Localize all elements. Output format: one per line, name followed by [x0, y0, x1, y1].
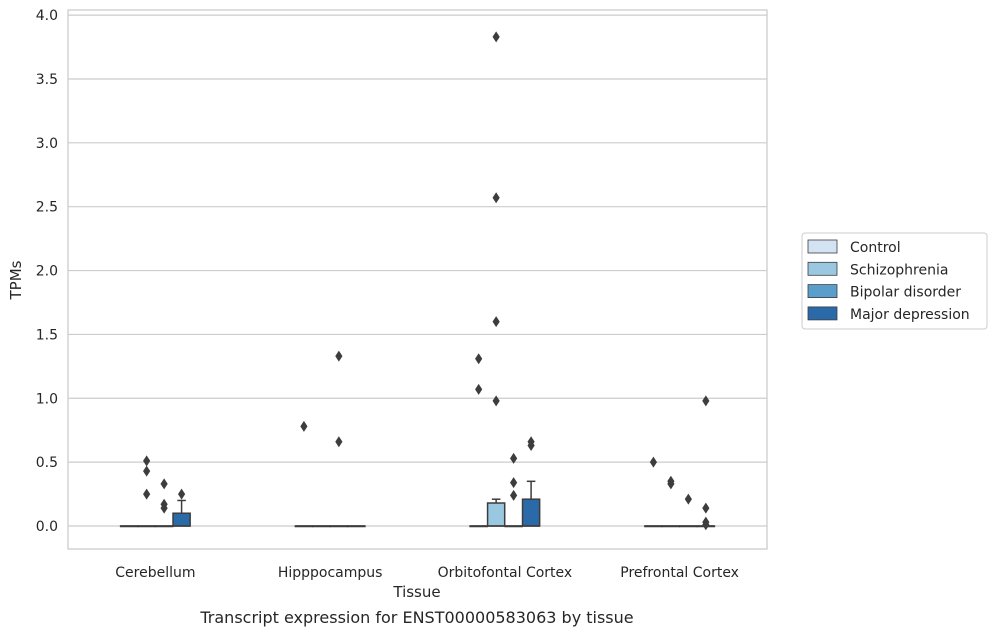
y-tick-label: 1.0 — [36, 391, 58, 407]
box-schizophrenia — [486, 31, 506, 527]
outlier-point — [492, 31, 500, 43]
box-bipolar-disorder — [329, 350, 349, 528]
boxes — [119, 31, 716, 531]
outlier-point — [492, 192, 500, 204]
y-tick-label: 3.0 — [36, 136, 58, 152]
outlier-point — [143, 455, 151, 467]
y-tick-label: 0.0 — [36, 519, 58, 535]
chart-caption: Transcript expression for ENST0000058306… — [199, 608, 633, 627]
x-tick-label: Orbitofontal Cortex — [438, 565, 573, 581]
outlier-point — [335, 436, 343, 448]
legend-swatch — [807, 306, 838, 321]
x-axis-title: Tissue — [392, 583, 440, 601]
legend-frame — [801, 232, 988, 330]
outlier-point — [702, 519, 710, 531]
box-control — [119, 525, 139, 528]
outlier-point — [160, 478, 168, 490]
box-body — [172, 512, 191, 527]
box-major-depression — [172, 488, 191, 527]
outlier-point — [510, 489, 518, 501]
outlier-point — [492, 316, 500, 328]
y-tick-label: 0.5 — [36, 455, 58, 471]
plot-background — [68, 10, 767, 549]
legend-swatch — [807, 261, 838, 276]
y-tick-label: 2.5 — [36, 200, 58, 216]
plot-frame — [67, 9, 768, 550]
box-major-depression — [521, 436, 541, 527]
legend-swatch — [807, 239, 838, 254]
x-tick-label: Prefrontal Cortex — [620, 565, 739, 581]
y-tick-labels: 0.0 0.5 1.0 1.5 2.0 2.5 3.0 3.5 4.0 — [36, 8, 58, 535]
outlier-point — [702, 395, 710, 407]
y-tick-label: 4.0 — [36, 8, 58, 24]
outlier-point — [492, 395, 500, 407]
outlier-point — [510, 452, 518, 464]
outlier-point — [475, 353, 483, 365]
outlier-point — [160, 502, 168, 514]
x-tick-labels: Cerebellum Hipppocampus Orbitofontal Corte… — [115, 565, 739, 581]
outlier-point — [475, 383, 483, 395]
legend-label: Major depression — [850, 307, 970, 323]
box-body — [521, 498, 541, 527]
legend: Control Schizophrenia Bipolar disorder Majo… — [801, 232, 988, 330]
outlier-point — [684, 493, 692, 505]
outlier-point — [527, 440, 535, 452]
legend-label: Schizophrenia — [850, 262, 948, 278]
outlier-point — [335, 350, 343, 362]
outlier-point — [667, 478, 675, 490]
outlier-point — [143, 465, 151, 477]
outlier-point — [177, 488, 186, 500]
x-tick-label: Hipppocampus — [278, 565, 383, 581]
legend-label: Bipolar disorder — [850, 285, 961, 301]
box-schizophrenia — [312, 525, 331, 528]
outlier-point — [649, 456, 658, 468]
gridlines — [68, 14, 767, 527]
outlier-point — [143, 488, 151, 500]
legend-swatch — [807, 284, 838, 299]
outlier-point — [300, 420, 308, 432]
box-major-depression — [347, 525, 366, 528]
y-axis-title: TPMs — [7, 260, 25, 300]
y-tick-label: 2.0 — [36, 264, 58, 280]
outlier-point — [510, 477, 518, 489]
box-major-depression — [696, 395, 716, 531]
box-body — [486, 502, 506, 527]
y-tick-label: 1.5 — [36, 327, 58, 343]
y-tick-label: 3.5 — [36, 72, 58, 88]
outlier-point — [702, 502, 710, 514]
box-bipolar-disorder — [504, 452, 523, 528]
legend-label: Control — [850, 240, 901, 256]
x-tick-label: Cerebellum — [115, 565, 195, 581]
